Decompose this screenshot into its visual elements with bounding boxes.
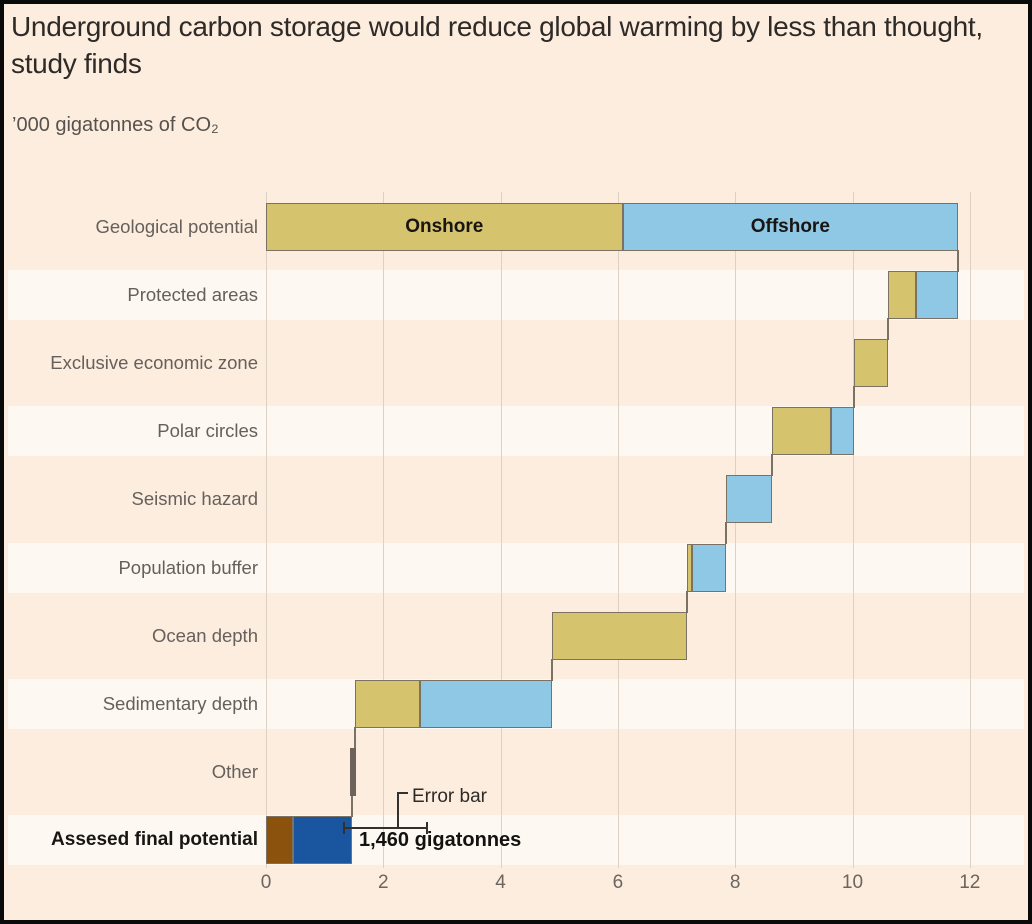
- step-connector: [550, 658, 553, 681]
- bar-segment-sedimentary-depth-offshore: [419, 679, 552, 728]
- gridline: [500, 192, 502, 868]
- bar-segment-polar-circles-offshore: [831, 407, 855, 456]
- gridline: [617, 192, 619, 868]
- step-connector: [886, 318, 889, 341]
- bar-segment-geological-potential-onshore: Onshore: [266, 203, 623, 251]
- bar-segment-seismic-hazard-offshore: [726, 475, 772, 524]
- row-label-protected-areas: Protected areas: [127, 284, 258, 306]
- step-connector: [770, 454, 773, 477]
- step-connector: [354, 726, 357, 749]
- bar-inline-label-offshore: Offshore: [750, 216, 830, 237]
- x-tick-label: 12: [959, 872, 981, 893]
- gridline: [852, 192, 854, 868]
- error-bar-leader-vertical: [397, 792, 399, 828]
- final-value-annotation: 1,460 gigatonnes: [359, 829, 522, 851]
- bar-segment-other-other: [350, 747, 357, 796]
- step-connector: [853, 386, 856, 409]
- row-stripe: [8, 270, 1024, 321]
- step-connector: [351, 794, 354, 817]
- bar-inline-label-onshore: Onshore: [405, 216, 484, 237]
- bar-segment-exclusive-economic-zone-onshore: [854, 339, 888, 388]
- x-tick-label: 0: [260, 872, 272, 893]
- x-tick-label: 10: [841, 872, 864, 893]
- x-tick-label: 8: [729, 872, 741, 893]
- bar-segment-geological-potential-offshore: Offshore: [622, 203, 959, 251]
- chart-subtitle: ’000 gigatonnes of CO₂: [12, 114, 219, 136]
- error-bar-cap-left: [343, 821, 345, 834]
- row-label-seismic-hazard: Seismic hazard: [131, 488, 258, 510]
- bar-segment-population-buffer-onshore: [686, 543, 692, 592]
- row-stripe: [8, 542, 1024, 593]
- step-connector: [725, 522, 728, 545]
- x-tick-label: 6: [612, 872, 624, 893]
- row-stripe: [8, 814, 1024, 865]
- row-label-other: Other: [211, 760, 258, 782]
- row-label-assesed-final-potential: Assesed final potential: [51, 828, 258, 850]
- waterfall-chart-area: 0 2 4 6 8 10 12 Geological potential Onshore Offs…: [4, 4, 1028, 920]
- row-stripe: [8, 406, 1024, 457]
- bar-segment-sedimentary-depth-onshore: [355, 679, 420, 728]
- error-bar-cap-right: [425, 821, 428, 834]
- bar-segment-protected-areas-offshore: [916, 271, 959, 320]
- chart-title: Underground carbon storage would reduce …: [11, 11, 983, 80]
- bar-segment-assesed-final-potential-final-onshore: [266, 815, 293, 864]
- row-label-geological-potential: Geological potential: [95, 216, 259, 237]
- row-label-population-buffer: Population buffer: [118, 556, 258, 578]
- x-tick-label: 4: [495, 872, 506, 893]
- error-bar-annotation: Error bar: [412, 786, 487, 807]
- gridline: [383, 192, 385, 868]
- bar-segment-assesed-final-potential-final-offshore: [292, 815, 352, 864]
- row-label-sedimentary-depth: Sedimentary depth: [102, 692, 258, 714]
- row-label-polar-circles: Polar circles: [157, 420, 258, 442]
- bar-segment-protected-areas-onshore: [887, 271, 917, 320]
- row-label-ocean-depth: Ocean depth: [152, 624, 258, 646]
- gridline: [969, 192, 971, 868]
- row-label-exclusive-economic-zone: Exclusive economic zone: [50, 352, 258, 374]
- gridline: [735, 192, 737, 868]
- bar-segment-ocean-depth-onshore: [551, 611, 687, 660]
- step-connector: [685, 590, 688, 613]
- x-tick-label: 2: [378, 872, 389, 893]
- bar-segment-polar-circles-onshore: [771, 407, 832, 456]
- gridline: [266, 192, 267, 868]
- step-connector: [957, 250, 960, 273]
- bar-segment-population-buffer-offshore: [691, 543, 727, 592]
- error-bar-line: [344, 826, 427, 829]
- error-bar-leader-horizontal: [397, 792, 408, 794]
